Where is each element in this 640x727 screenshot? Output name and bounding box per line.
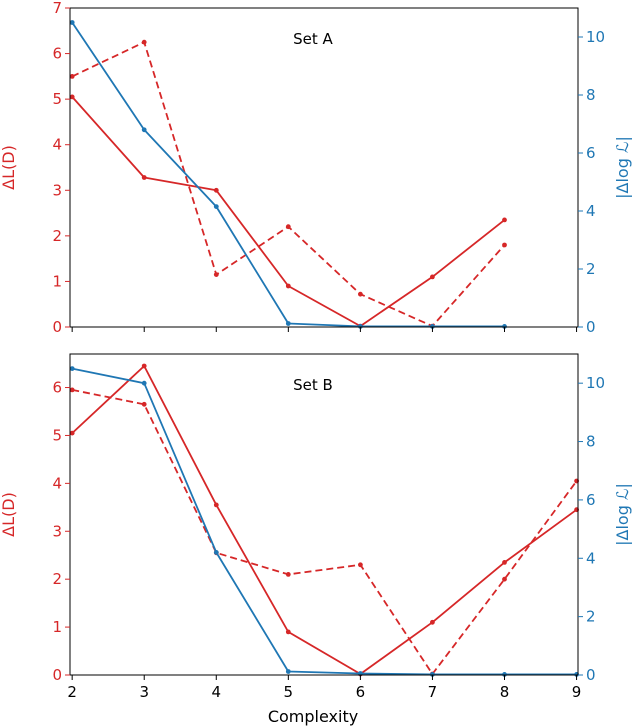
x-tick-label: 5 <box>284 683 294 701</box>
data-point <box>141 39 147 45</box>
data-point <box>430 619 435 625</box>
panel-title: Set A <box>293 30 333 48</box>
x-tick-label: 4 <box>212 683 222 701</box>
data-point <box>502 672 507 677</box>
left-y-axis-label: ΔL(D) <box>0 145 18 190</box>
left-y-tick-label: 1 <box>52 618 62 636</box>
left-y-tick-label: 6 <box>52 379 62 397</box>
series-line-right-solid <box>71 21 505 328</box>
right-y-tick-label: 10 <box>586 28 605 46</box>
data-point <box>358 562 363 568</box>
left-y-tick-label: 0 <box>52 318 62 336</box>
data-point <box>285 321 291 326</box>
data-point <box>285 669 291 674</box>
left-y-tick-label: 1 <box>52 272 62 290</box>
data-point <box>213 187 219 193</box>
data-point <box>213 204 219 210</box>
right-y-tick-label: 4 <box>586 549 596 567</box>
data-point <box>69 74 75 79</box>
right-y-tick-label: 8 <box>586 86 596 104</box>
left-y-tick-label: 5 <box>52 90 62 108</box>
data-point <box>285 629 291 635</box>
right-y-tick-label: 0 <box>586 666 596 684</box>
right-y-tick-label: 6 <box>586 491 596 509</box>
data-point <box>502 560 507 565</box>
data-point <box>69 366 75 371</box>
data-point <box>141 380 147 386</box>
data-point <box>213 272 219 277</box>
left-y-tick-label: 6 <box>52 45 62 63</box>
data-point <box>358 291 363 297</box>
data-point <box>141 401 147 407</box>
x-axis-label: Complexity <box>268 707 358 726</box>
series-line-left-solid <box>71 96 506 328</box>
left-y-tick-label: 2 <box>52 227 62 245</box>
x-tick-label: 8 <box>500 683 510 701</box>
data-point <box>285 224 291 230</box>
data-point <box>69 387 75 393</box>
x-tick-label: 9 <box>572 683 582 701</box>
right-y-tick-label: 2 <box>586 608 596 626</box>
left-y-tick-label: 2 <box>52 570 62 588</box>
right-y-tick-label: 6 <box>586 144 596 162</box>
right-y-tick-label: 0 <box>586 318 596 336</box>
x-tick-label: 3 <box>139 683 149 701</box>
left-y-tick-label: 3 <box>52 522 62 540</box>
data-point <box>502 576 507 582</box>
data-point <box>69 430 75 436</box>
data-point <box>141 363 147 369</box>
left-y-tick-label: 0 <box>52 666 62 684</box>
data-point <box>213 550 219 555</box>
left-y-tick-label: 3 <box>52 181 62 199</box>
right-y-axis-label: |Δlog ℒ| <box>613 483 632 546</box>
left-y-tick-label: 7 <box>52 0 62 17</box>
right-y-axis-label: |Δlog ℒ| <box>613 136 632 199</box>
data-point <box>430 672 435 677</box>
series-line-left-dashed <box>71 41 506 328</box>
data-point <box>502 242 507 248</box>
plot-frame <box>69 353 579 676</box>
data-point <box>69 20 75 25</box>
right-y-tick-label: 4 <box>586 202 596 220</box>
data-point <box>213 502 219 508</box>
right-y-tick-label: 2 <box>586 260 596 278</box>
data-point <box>69 94 75 100</box>
series-line-left-solid <box>71 365 578 675</box>
left-y-axis-label: ΔL(D) <box>0 492 18 537</box>
right-y-tick-label: 10 <box>586 374 605 392</box>
data-point <box>141 175 147 180</box>
data-point <box>285 283 291 289</box>
series-line-left-dashed <box>72 389 578 675</box>
data-point <box>141 127 147 133</box>
chart-panel-set-a: 0 1 2 3 4 5 6 7 0 2 4 6 8 10 Set A ΔL(D) |Δlog ℒ| <box>0 0 632 336</box>
x-tick-label: 2 <box>67 683 77 701</box>
series-line-right-solid <box>72 367 577 676</box>
left-y-tick-label: 4 <box>52 136 62 154</box>
left-y-tick-label: 4 <box>52 474 62 492</box>
data-point <box>502 217 507 223</box>
plot-frame <box>69 7 579 328</box>
data-point <box>430 324 435 329</box>
x-tick-label: 6 <box>356 683 366 701</box>
left-y-tick-label: 5 <box>52 426 62 444</box>
data-point <box>358 324 363 329</box>
data-point <box>430 274 435 280</box>
panel-title: Set B <box>293 376 333 394</box>
right-y-tick-label: 8 <box>586 433 596 451</box>
x-tick-label: 7 <box>428 683 438 701</box>
data-point <box>285 572 291 577</box>
data-point <box>502 324 507 329</box>
